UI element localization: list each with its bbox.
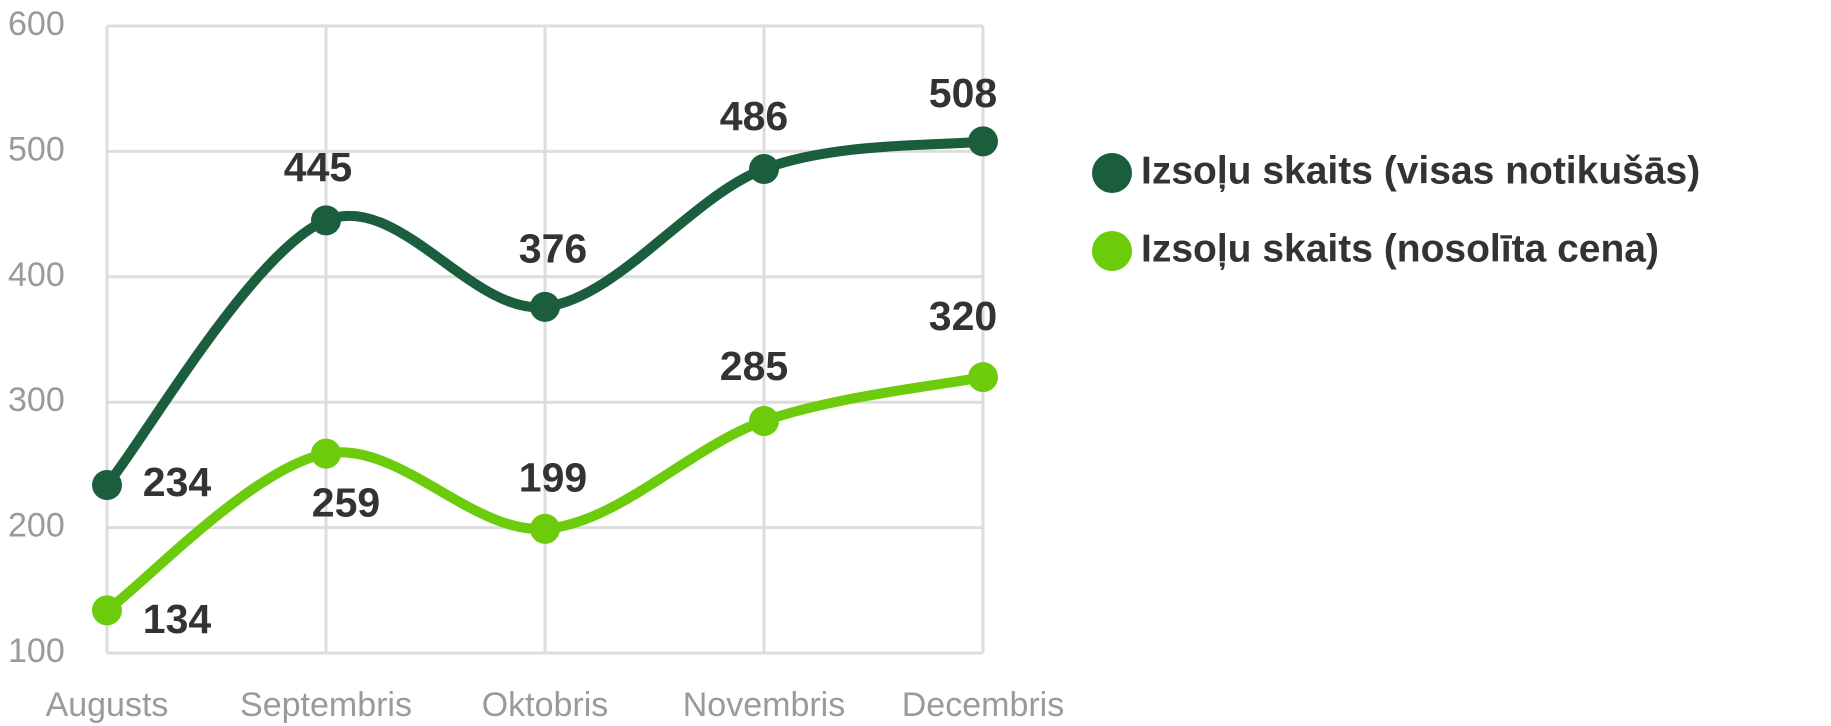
data-point [968, 126, 998, 157]
x-tick-label: Novembris [683, 686, 845, 724]
data-point [311, 438, 341, 469]
data-label: 234 [143, 459, 212, 505]
data-point [530, 291, 560, 322]
legend-label: Izsoļu skaits (nosolīta cena) [1141, 227, 1659, 270]
legend-label: Izsoļu skaits (visas notikušās) [1141, 149, 1700, 192]
data-point [968, 362, 998, 393]
data-label: 445 [284, 144, 352, 190]
data-point [749, 153, 779, 184]
y-tick-label: 100 [8, 632, 65, 670]
data-label: 486 [720, 93, 788, 139]
data-label: 320 [929, 293, 997, 339]
legend-marker [1092, 231, 1132, 271]
y-tick-label: 200 [8, 507, 65, 545]
y-tick-label: 300 [8, 381, 65, 419]
data-label: 285 [720, 343, 788, 389]
data-label: 134 [143, 596, 212, 642]
data-label: 376 [519, 226, 587, 272]
data-point [749, 406, 779, 437]
y-tick-label: 400 [8, 256, 65, 294]
x-tick-label: Augusts [46, 686, 169, 724]
data-point [92, 469, 122, 500]
x-tick-label: Septembris [240, 686, 412, 724]
x-tick-label: Oktobris [482, 686, 609, 724]
legend-marker [1092, 153, 1132, 193]
y-tick-label: 500 [8, 130, 65, 168]
data-label: 508 [929, 70, 997, 116]
x-tick-label: Decembris [902, 686, 1064, 724]
data-label: 259 [312, 479, 380, 525]
y-tick-label: 600 [8, 5, 65, 43]
series-line [102, 136, 988, 490]
data-point [311, 205, 341, 236]
data-point [530, 513, 560, 544]
data-point [92, 595, 122, 626]
data-label: 199 [519, 455, 587, 501]
